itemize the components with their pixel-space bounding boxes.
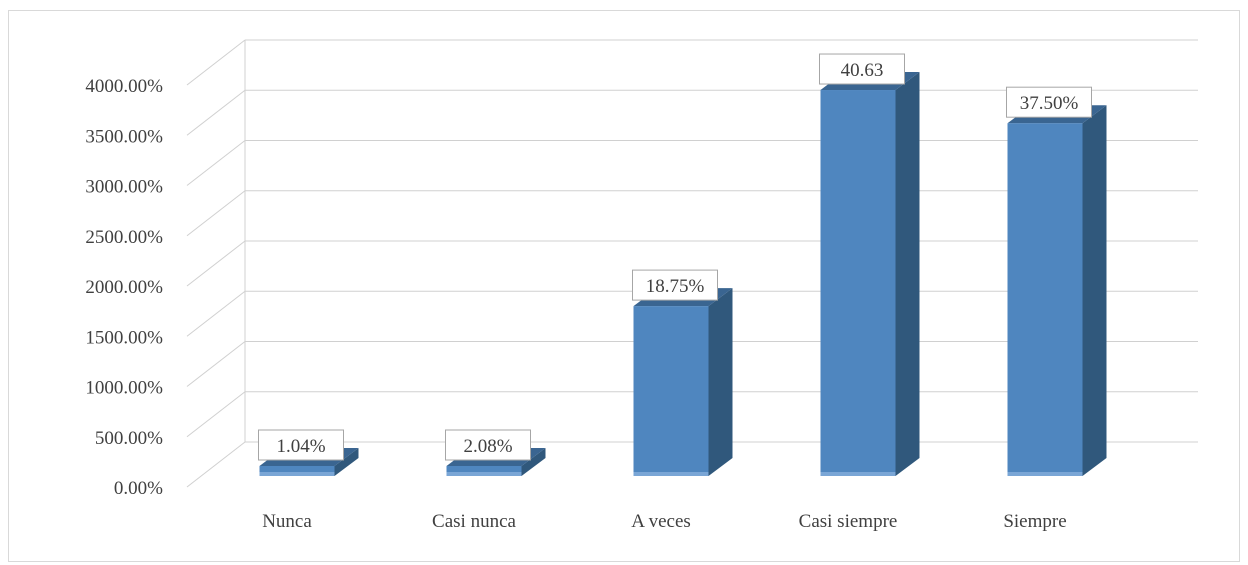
data-label-1: 2.08%: [463, 436, 512, 457]
gridline-diagonal: [186, 341, 246, 387]
bar-1: [446, 466, 522, 476]
y-tick-label: 3000.00%: [85, 177, 163, 198]
data-label-4: 37.50%: [1020, 93, 1079, 114]
data-label-box-2: [632, 269, 718, 301]
x-category-label-2: A veces: [631, 511, 691, 532]
x-category-label-1: Casi nunca: [432, 511, 516, 532]
bar-0: [259, 466, 335, 476]
data-label-3: 40.63: [841, 60, 884, 81]
y-tick-label: 1000.00%: [85, 378, 163, 399]
data-label-box-1: [445, 429, 531, 461]
data-label-box-4: [1006, 86, 1092, 118]
gridline-diagonal: [186, 441, 246, 488]
gridline-diagonal: [186, 391, 246, 438]
gridline-diagonal: [186, 190, 246, 237]
y-tick-label: 4000.00%: [85, 76, 163, 97]
data-label-box-0: [258, 429, 344, 461]
bar-2: [633, 306, 709, 476]
gridline-diagonal: [186, 39, 246, 86]
y-tick-label: 2000.00%: [85, 277, 163, 298]
bar-base-1: [446, 472, 522, 476]
bar-base-2: [633, 472, 709, 476]
y-tick-label: 1500.00%: [85, 327, 163, 348]
gridline-diagonal: [186, 290, 246, 337]
bar-base-4: [1007, 472, 1083, 476]
gridline-diagonal: [186, 89, 246, 136]
y-tick-label: 0.00%: [114, 478, 163, 499]
gridline-diagonal: [186, 240, 246, 287]
bar-side-4: [1082, 105, 1107, 476]
y-tick-label: 3500.00%: [85, 126, 163, 147]
bar-base-3: [820, 472, 896, 476]
data-label-2: 18.75%: [646, 276, 705, 297]
bar-side-0: [334, 448, 359, 476]
data-label-box-3: [819, 53, 905, 85]
x-category-label-3: Casi siempre: [799, 511, 898, 532]
bar-base-0: [259, 472, 335, 476]
bar-4: [1007, 123, 1083, 476]
x-category-label-0: Nunca: [262, 511, 312, 532]
gridline-diagonal: [186, 140, 246, 186]
x-category-label-4: Siempre: [1003, 511, 1066, 532]
bar-3: [820, 90, 896, 477]
bar-side-3: [895, 72, 920, 477]
bar-side-2: [708, 288, 733, 476]
y-tick-label: 500.00%: [95, 428, 163, 449]
data-label-0: 1.04%: [276, 436, 325, 457]
bar-side-1: [521, 448, 546, 476]
y-tick-label: 2500.00%: [85, 227, 163, 248]
